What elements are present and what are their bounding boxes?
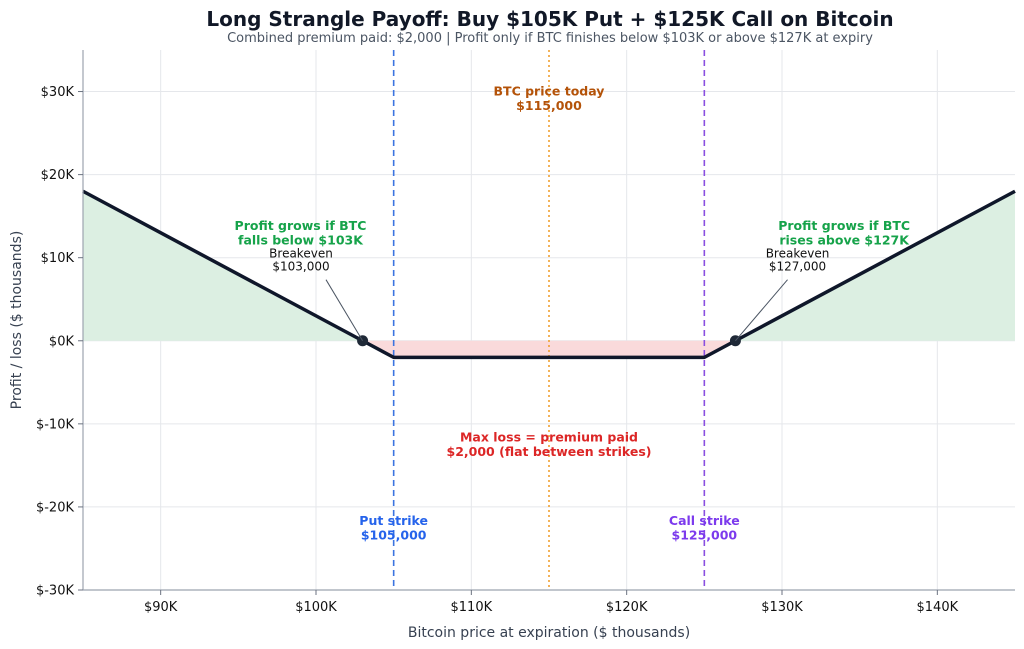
- annotation-line-1: Profit grows if BTC: [778, 218, 910, 233]
- breakeven-label: Breakeven: [269, 247, 333, 261]
- breakeven-value: $103,000: [272, 260, 329, 274]
- axes: $90K $100K $110K $120K $130K $140K $-30K $-20K $…: [36, 50, 1015, 615]
- x-axis-label: Bitcoin price at expiration ($ thousands…: [408, 625, 690, 641]
- y-tick-label: $-30K: [36, 584, 75, 599]
- reference-value: $115,000: [516, 98, 582, 113]
- annotation-line-1: Profit grows if BTC: [235, 218, 367, 233]
- y-tick-label: $10K: [41, 251, 75, 266]
- x-tick-label: $110K: [451, 600, 493, 615]
- breakeven-label: Breakeven: [766, 247, 830, 261]
- reference-lines: [392, 50, 706, 590]
- reference-value: $105,000: [361, 528, 427, 543]
- y-tick-label: $20K: [41, 168, 75, 183]
- annotation-line-2: $2,000 (flat between strikes): [447, 444, 652, 459]
- loss-area: [362, 340, 736, 358]
- x-tick-label: $100K: [295, 600, 337, 615]
- reference-label: Call strike: [669, 513, 740, 528]
- x-tick-label: $130K: [761, 600, 803, 615]
- breakeven-leader: [735, 279, 788, 342]
- reference-value: $125,000: [672, 528, 738, 543]
- annotation-line-2: rises above $127K: [779, 232, 910, 247]
- y-tick-label: $-10K: [36, 417, 75, 432]
- reference-label: Put strike: [359, 513, 428, 528]
- x-tick-label: $120K: [606, 600, 648, 615]
- y-axis-label: Profit / loss ($ thousands): [9, 231, 25, 410]
- y-tick-label: $0K: [49, 334, 75, 349]
- payoff-line: [82, 189, 1016, 360]
- annotation-line-2: falls below $103K: [238, 232, 364, 247]
- chart-subtitle: Combined premium paid: $2,000 | Profit o…: [227, 31, 873, 46]
- annotation-line-1: Max loss = premium paid: [460, 430, 638, 445]
- reference-label: BTC price today: [494, 84, 605, 99]
- annotations: Put strike$105,000 Call strike$125,000 BTC…: [235, 84, 911, 543]
- breakeven-value: $127,000: [769, 260, 826, 274]
- breakeven-leader: [325, 279, 364, 342]
- x-tick-label: $140K: [917, 600, 959, 615]
- y-tick-label: $-20K: [36, 500, 75, 515]
- chart-title: Long Strangle Payoff: Buy $105K Put + $1…: [206, 7, 893, 31]
- y-tick-label: $30K: [41, 85, 75, 100]
- x-tick-label: $90K: [144, 600, 178, 615]
